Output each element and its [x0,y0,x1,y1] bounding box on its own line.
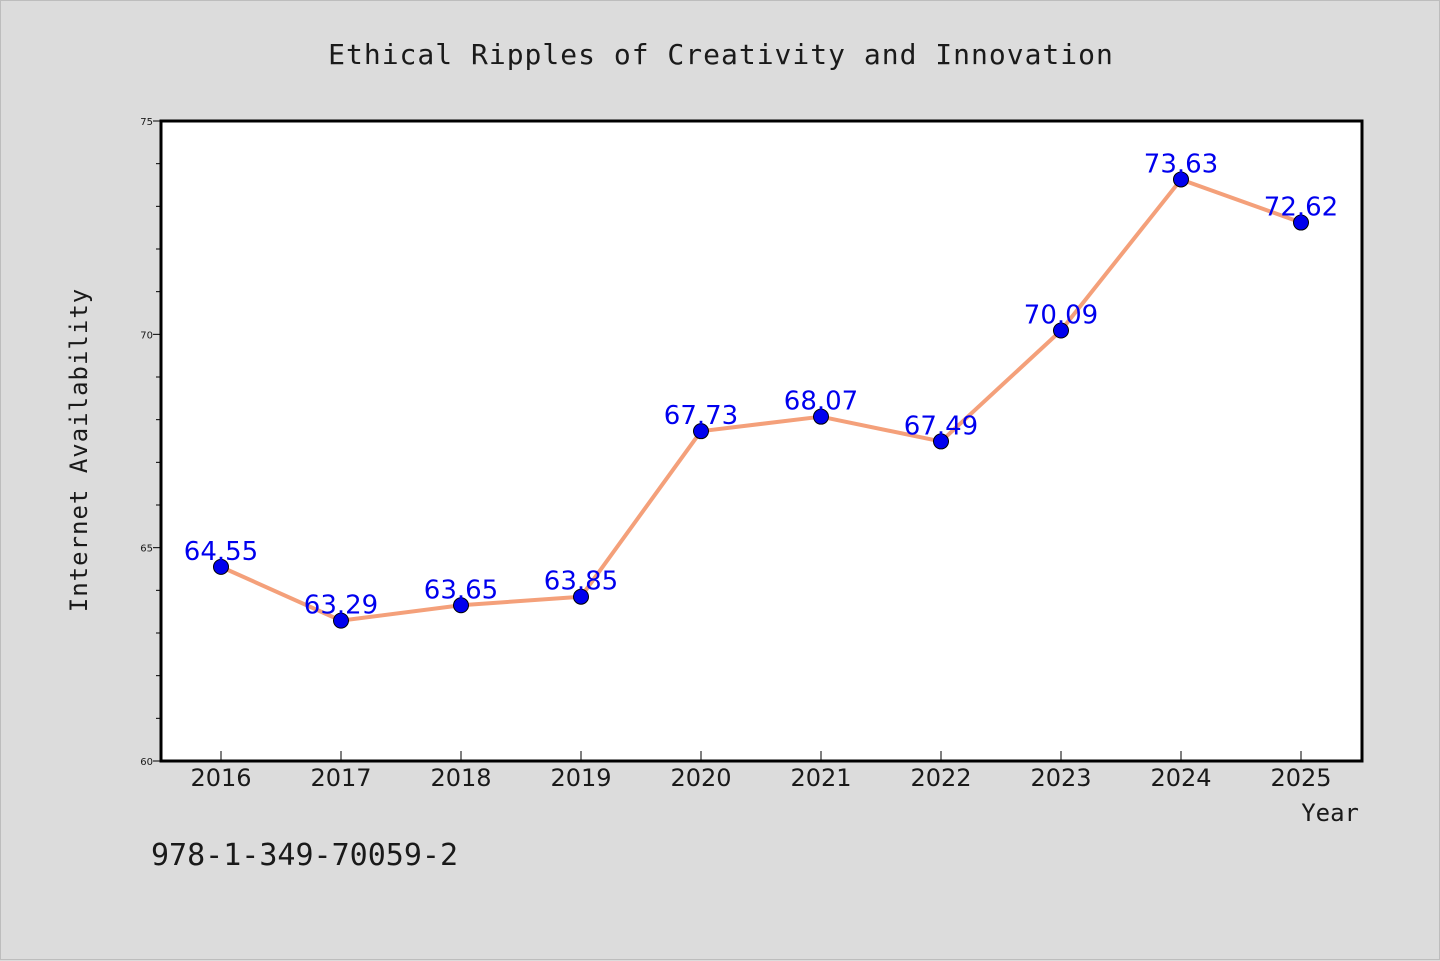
data-point [1293,214,1309,231]
data-point [1053,322,1069,339]
data-point [693,423,709,440]
data-label: 63.29 [304,591,378,621]
data-label: 67.73 [664,401,738,431]
y-tick-label: 60 [140,757,153,768]
chart-title: Ethical Ripples of Creativity and Innova… [328,38,1114,71]
y-axis-label: Internet Availability [65,288,93,612]
x-axis-label: Year [1301,799,1359,827]
data-label: 72.62 [1264,193,1338,223]
series-line [220,177,1302,623]
x-tick-label: 2016 [190,764,251,792]
data-label: 63.85 [544,567,618,597]
x-tick-label: 2022 [910,764,971,792]
x-axis: 2016 2017 2018 2019 2020 2021 2022 2023 2024 2025 [190,751,1332,792]
y-tick-label: 75 [140,117,153,128]
x-tick-label: 2025 [1270,764,1331,792]
data-point [453,597,469,614]
data-point [213,558,229,575]
data-label: 63.65 [424,575,498,605]
data-label: 73.63 [1144,149,1218,179]
x-tick-label: 2019 [550,764,611,792]
data-point [1173,171,1189,188]
x-tick-label: 2018 [430,764,491,792]
x-tick-label: 2021 [790,764,851,792]
x-tick-label: 2017 [310,764,371,792]
data-point [933,433,949,450]
data-label: 64.55 [184,537,258,567]
data-label: 67.49 [904,411,978,441]
data-point [573,588,589,605]
x-tick-label: 2020 [670,764,731,792]
x-tick-label: 2023 [1030,764,1091,792]
series-layer: 64.55 63.29 63.65 63.85 67.73 68.07 67.49 70.09… [184,149,1338,629]
y-tick-label: 65 [140,544,153,555]
y-axis: 60 65 70 75 [140,117,161,768]
data-point [333,612,349,629]
y-tick-label: 70 [140,330,153,341]
data-label: 68.07 [784,387,858,417]
plot-area [159,119,1364,763]
data-point [813,408,829,425]
isbn-annotation: 978-1-349-70059-2 [151,838,458,873]
data-label: 70.09 [1024,300,1098,330]
x-tick-label: 2024 [1150,764,1211,792]
